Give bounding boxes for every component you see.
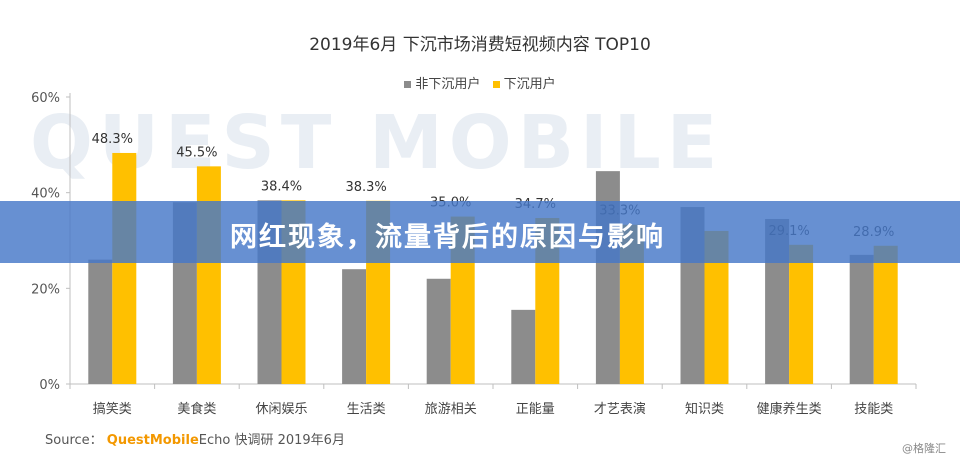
bar-sinking — [873, 245, 898, 384]
legend-item-non-sinking: 非下沉用户 — [404, 73, 480, 92]
bar-sinking — [789, 244, 814, 384]
bar-non-sinking — [342, 269, 367, 384]
x-tick-label: 美食类 — [177, 401, 216, 417]
legend-swatch-yellow — [492, 81, 500, 88]
credit-watermark: @格隆汇 — [902, 442, 946, 455]
y-tick-label: 60% — [31, 91, 60, 106]
source-brand: QuestMobile — [106, 433, 199, 448]
chart-title: 2019年6月 下沉市场消费短视频内容 TOP10 — [309, 35, 651, 55]
bar-non-sinking — [511, 309, 536, 384]
bar-sinking — [196, 166, 221, 384]
title-banner: 网红现象，流量背后的原因与影响 — [0, 201, 960, 263]
bar-sinking — [112, 152, 137, 384]
y-tick-label: 0% — [39, 378, 60, 393]
x-tick-label: 搞笑类 — [93, 401, 132, 417]
x-tick-label: 健康养生类 — [757, 401, 822, 417]
x-tick-label: 知识类 — [685, 401, 724, 417]
data-label: 38.4% — [261, 179, 302, 194]
y-tick-label: 40% — [31, 187, 60, 202]
y-tick-label: 20% — [31, 282, 60, 297]
legend: 非下沉用户 下沉用户 — [0, 73, 960, 92]
legend-label: 非下沉用户 — [415, 77, 481, 92]
x-tick-label: 旅游相关 — [425, 402, 477, 417]
x-tick-label: 才艺表演 — [594, 401, 646, 417]
source-text: Echo 快调研 2019年6月 — [198, 433, 345, 448]
data-label: 48.3% — [92, 132, 133, 147]
legend-label: 下沉用户 — [503, 77, 556, 92]
source-label: Source： — [45, 433, 103, 448]
x-tick-label: 正能量 — [516, 402, 555, 417]
legend-item-sinking: 下沉用户 — [492, 73, 556, 92]
data-label: 45.5% — [176, 145, 217, 160]
x-tick-label: 休闲娱乐 — [255, 402, 307, 417]
bar-non-sinking — [849, 254, 874, 384]
banner-title: 网红现象，流量背后的原因与影响 — [230, 222, 665, 253]
x-tick-label: 生活类 — [347, 402, 386, 417]
source-line: Source： QuestMobileEcho 快调研 2019年6月 — [45, 429, 345, 448]
legend-swatch-gray — [404, 81, 412, 88]
bar-non-sinking — [88, 259, 113, 384]
x-tick-label: 技能类 — [854, 402, 893, 417]
bar-non-sinking — [426, 278, 451, 384]
data-label: 38.3% — [345, 180, 386, 195]
